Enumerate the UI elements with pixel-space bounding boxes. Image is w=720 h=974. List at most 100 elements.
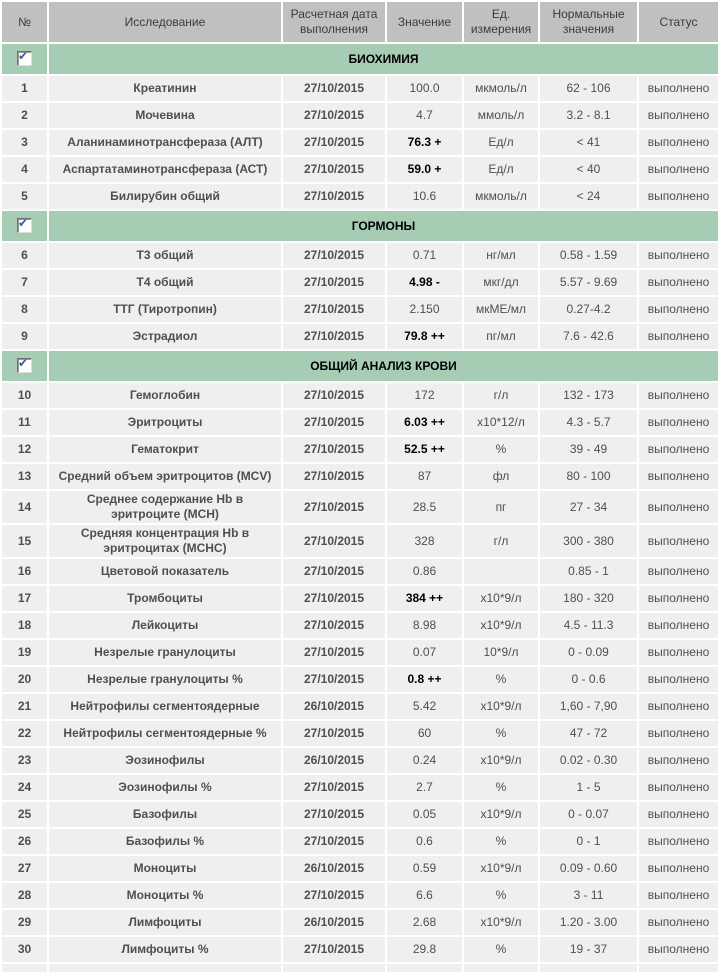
- cell-unit: %: [464, 721, 538, 746]
- cell-date: 27/10/2015: [283, 640, 385, 665]
- cell-study-name: Билирубин общий: [49, 184, 281, 209]
- cell-normal-range: < 40: [540, 157, 637, 182]
- cell-unit: пг: [464, 491, 538, 523]
- table-row: 19 Незрелые гранулоциты 27/10/2015 0.07 10*9…: [2, 640, 718, 665]
- cell-normal-range: 300 - 380: [540, 525, 637, 557]
- partial-cell: [49, 964, 281, 972]
- cell-date: 27/10/2015: [283, 802, 385, 827]
- cell-unit: Ед/л: [464, 157, 538, 182]
- cell-value: 0.05: [387, 802, 462, 827]
- cell-normal-range: 0.02 - 0.30: [540, 748, 637, 773]
- cell-num: 8: [2, 297, 47, 322]
- cell-date: 27/10/2015: [283, 937, 385, 962]
- cell-status: выполнено: [639, 829, 718, 854]
- cell-unit: %: [464, 437, 538, 462]
- cell-date: 27/10/2015: [283, 613, 385, 638]
- table-row: 15 Средняя концентрация Hb в эритроцитах …: [2, 525, 718, 557]
- cell-value: 60: [387, 721, 462, 746]
- cell-num: 12: [2, 437, 47, 462]
- cell-status: выполнено: [639, 802, 718, 827]
- section-checkbox[interactable]: ✔: [17, 217, 32, 234]
- cell-num: 17: [2, 586, 47, 611]
- cell-date: 27/10/2015: [283, 721, 385, 746]
- cell-num: 5: [2, 184, 47, 209]
- cell-status: выполнено: [639, 937, 718, 962]
- partial-cell: [540, 964, 637, 972]
- cell-unit: фл: [464, 464, 538, 489]
- cell-unit: г/л: [464, 383, 538, 408]
- table-row: 7 Т4 общий 27/10/2015 4.98 - мкг/дл 5.57 - 9.…: [2, 270, 718, 295]
- cell-date: 26/10/2015: [283, 856, 385, 881]
- cell-study-name: Цветовой показатель: [49, 559, 281, 584]
- table-row: 29 Лимфоциты 26/10/2015 2.68 х10*9/л 1.20 - 3…: [2, 910, 718, 935]
- cell-normal-range: 132 - 173: [540, 383, 637, 408]
- table-row: 30 Лимфоциты % 27/10/2015 29.8% 19 - 37 выпол…: [2, 937, 718, 962]
- cell-unit: %: [464, 937, 538, 962]
- cell-num: 18: [2, 613, 47, 638]
- table-row: 9 Эстрадиол 27/10/2015 79.8 ++ пг/мл 7.6 - 42…: [2, 324, 718, 349]
- cell-date: 27/10/2015: [283, 243, 385, 268]
- cell-num: 22: [2, 721, 47, 746]
- section-row: ✔ БИОХИМИЯ: [2, 44, 718, 74]
- cell-study-name: Мочевина: [49, 103, 281, 128]
- cell-unit: мкМЕ/мл: [464, 297, 538, 322]
- cell-status: выполнено: [639, 721, 718, 746]
- cell-date: 27/10/2015: [283, 883, 385, 908]
- partial-cell: [387, 964, 462, 972]
- cell-date: 27/10/2015: [283, 559, 385, 584]
- cell-value: 76.3 +: [387, 130, 462, 155]
- table-row: 26 Базофилы % 27/10/2015 0.6% 0 - 1 выполнено: [2, 829, 718, 854]
- section-title: БИОХИМИЯ: [49, 44, 718, 74]
- cell-unit: г/л: [464, 525, 538, 557]
- table-row: 5 Билирубин общий 27/10/2015 10.6 мкмоль/л < …: [2, 184, 718, 209]
- table-row: 25 Базофилы 27/10/2015 0.05 х10*9/л 0 - 0.07 в…: [2, 802, 718, 827]
- cell-normal-range: 0.58 - 1.59: [540, 243, 637, 268]
- cell-unit: пг/мл: [464, 324, 538, 349]
- cell-num: 13: [2, 464, 47, 489]
- cell-num: 24: [2, 775, 47, 800]
- cell-status: выполнено: [639, 883, 718, 908]
- partial-row: [2, 964, 718, 972]
- cell-num: 1: [2, 76, 47, 101]
- cell-status: выполнено: [639, 559, 718, 584]
- cell-study-name: Креатинин: [49, 76, 281, 101]
- cell-normal-range: 27 - 34: [540, 491, 637, 523]
- cell-value: 6.6: [387, 883, 462, 908]
- section-checkbox[interactable]: ✔: [17, 50, 32, 67]
- cell-date: 27/10/2015: [283, 829, 385, 854]
- cell-num: 7: [2, 270, 47, 295]
- cell-normal-range: 0 - 0.07: [540, 802, 637, 827]
- table-row: 10 Гемоглобин 27/10/2015 172 г/л 132 - 173 вып…: [2, 383, 718, 408]
- check-icon: ✔: [18, 356, 29, 371]
- cell-num: 16: [2, 559, 47, 584]
- cell-normal-range: 0.09 - 0.60: [540, 856, 637, 881]
- cell-num: 20: [2, 667, 47, 692]
- cell-study-name: Т4 общий: [49, 270, 281, 295]
- section-checkbox[interactable]: ✔: [17, 356, 32, 374]
- table-row: 17 Тромбоциты 27/10/2015 384 ++ х10*9/л 180 -…: [2, 586, 718, 611]
- cell-num: 29: [2, 910, 47, 935]
- partial-cell: [2, 964, 47, 972]
- cell-normal-range: 4.3 - 5.7: [540, 410, 637, 435]
- cell-value: 29.8: [387, 937, 462, 962]
- cell-unit: х10*9/л: [464, 613, 538, 638]
- cell-status: выполнено: [639, 910, 718, 935]
- table-row: 3 Аланинаминотрансфераза (АЛТ) 27/10/2015 7…: [2, 130, 718, 155]
- cell-normal-range: 1 - 5: [540, 775, 637, 800]
- cell-status: выполнено: [639, 613, 718, 638]
- cell-num: 21: [2, 694, 47, 719]
- cell-status: выполнено: [639, 464, 718, 489]
- cell-normal-range: 39 - 49: [540, 437, 637, 462]
- table-row: 20 Незрелые гранулоциты % 27/10/2015 0.8 ++…: [2, 667, 718, 692]
- table-row: 8 ТТГ (Тиротропин) 27/10/2015 2.150 мкМЕ/мл 0…: [2, 297, 718, 322]
- cell-value: 8.98: [387, 613, 462, 638]
- header-row: № Исследование Расчетная дата выполнения…: [2, 2, 718, 42]
- cell-study-name: Базофилы: [49, 802, 281, 827]
- cell-date: 27/10/2015: [283, 525, 385, 557]
- cell-date: 26/10/2015: [283, 910, 385, 935]
- cell-unit: %: [464, 829, 538, 854]
- table-row: 11 Эритроциты 27/10/2015 6.03 ++ х10*12/л 4.3…: [2, 410, 718, 435]
- section-title: ГОРМОНЫ: [49, 211, 718, 241]
- cell-study-name: Нейтрофилы сегментоядерные: [49, 694, 281, 719]
